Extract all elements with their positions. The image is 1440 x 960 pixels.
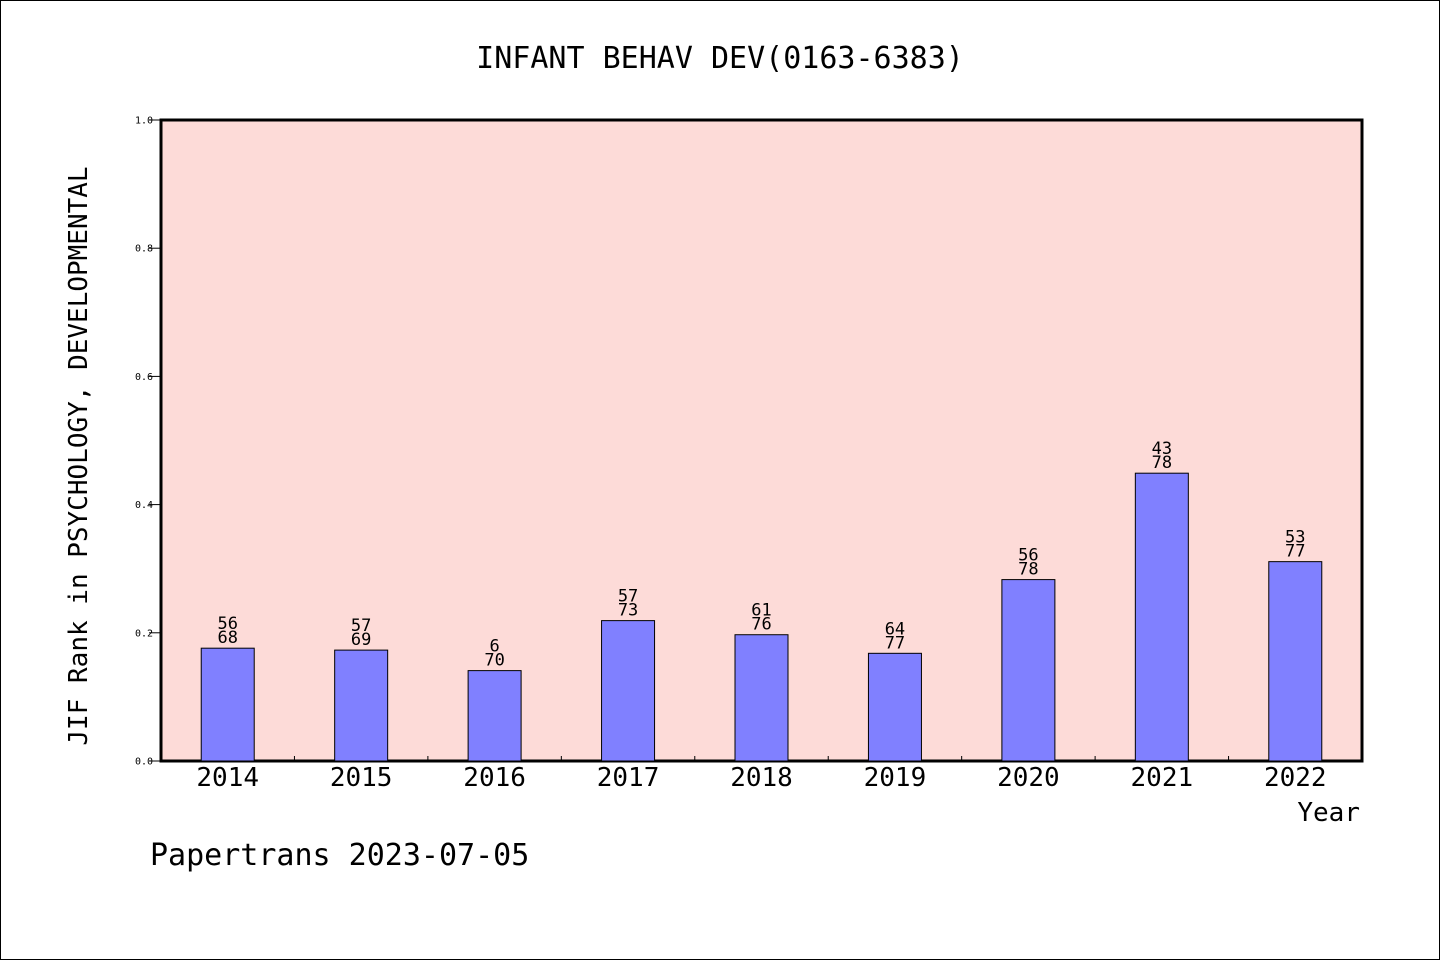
bar: [200, 647, 255, 762]
bar-rank-label: 64: [885, 619, 905, 639]
bar-total-label: 76: [751, 615, 771, 635]
y-tick-label: 0.8: [135, 244, 153, 255]
x-tick-label: 2018: [730, 763, 793, 793]
bar: [601, 620, 656, 762]
x-axis: 2014 2015 2016 2017 2018 2019 2020 2021 2022: [196, 756, 1327, 793]
bar-total-label: 69: [351, 630, 371, 650]
x-tick-label: 2017: [597, 763, 660, 793]
y-tick-label: 0.0: [135, 757, 153, 768]
bar-total-label: 78: [1152, 453, 1172, 473]
bar-rank-label: 57: [618, 587, 638, 607]
bar-rank-label: 43: [1152, 439, 1172, 459]
bar-rank-label: 6: [489, 637, 499, 657]
x-tick-label: 2022: [1264, 763, 1327, 793]
y-tick-label: 0.2: [135, 628, 153, 639]
bar-rank-label: 56: [1018, 546, 1038, 566]
bar-rank-label: 61: [751, 601, 771, 621]
bar-total-label: 77: [1285, 542, 1305, 562]
y-tick-label: 0.4: [135, 500, 153, 511]
bar: [1134, 472, 1189, 762]
x-tick-label: 2014: [196, 763, 259, 793]
bar: [467, 670, 522, 762]
x-tick-label: 2019: [864, 763, 927, 793]
y-axis: 0.0 0.2 0.4 0.6 0.8 1.0: [135, 116, 161, 768]
bar: [734, 634, 789, 762]
x-tick-label: 2020: [997, 763, 1060, 793]
x-tick-label: 2016: [463, 763, 526, 793]
x-axis-label: Year: [1297, 798, 1360, 828]
bar: [1001, 579, 1056, 762]
footer-credit: Papertrans 2023-07-05: [150, 838, 529, 873]
bar-total-label: 70: [484, 651, 504, 671]
y-axis-label: JIF Rank in PSYCHOLOGY, DEVELOPMENTAL: [64, 166, 94, 745]
y-tick-label: 0.6: [135, 372, 153, 383]
bar-rank-label: 53: [1285, 528, 1305, 548]
chart-title: INFANT BEHAV DEV(0163-6383): [476, 41, 964, 76]
bar-total-label: 68: [217, 628, 237, 648]
bar: [1268, 561, 1323, 762]
bar: [334, 649, 389, 762]
x-tick-label: 2021: [1131, 763, 1194, 793]
bar-total-label: 73: [618, 601, 638, 621]
bar: [867, 652, 922, 762]
y-tick-label: 1.0: [135, 116, 153, 127]
x-tick-label: 2015: [330, 763, 393, 793]
bar-total-label: 78: [1018, 560, 1038, 580]
bar-rank-label: 57: [351, 616, 371, 636]
bar-total-label: 77: [885, 633, 905, 653]
bar-rank-label: 56: [217, 614, 237, 634]
